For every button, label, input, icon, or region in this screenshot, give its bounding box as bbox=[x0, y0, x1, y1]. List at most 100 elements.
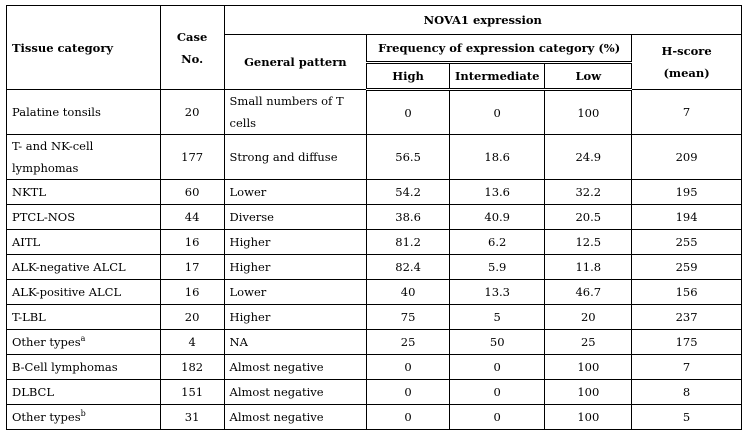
cell-intermediate: 13.6 bbox=[448, 179, 546, 205]
cell-case-no-text: 20 bbox=[184, 105, 200, 119]
cell-low: 20 bbox=[544, 304, 633, 330]
cell-intermediate-text: 13.3 bbox=[484, 285, 510, 299]
cell-intermediate-text: 13.6 bbox=[484, 185, 510, 199]
cell-case-no-text: 16 bbox=[184, 285, 200, 299]
cell-high: 0 bbox=[366, 404, 450, 430]
cell-hscore-text: 5 bbox=[682, 410, 691, 424]
cell-intermediate: 13.3 bbox=[448, 279, 546, 305]
cell-general-pattern: Diverse bbox=[223, 204, 368, 230]
cell-tissue-category-text: Palatine tonsils bbox=[12, 105, 101, 119]
header-tissue-category: Tissue category bbox=[6, 5, 161, 90]
cell-high-text: 82.4 bbox=[395, 260, 421, 274]
cell-high: 40 bbox=[366, 279, 450, 305]
cell-case-no: 177 bbox=[159, 134, 225, 180]
cell-case-no-text: 60 bbox=[184, 185, 200, 199]
cell-case-no-text: 4 bbox=[188, 335, 196, 349]
cell-high: 54.2 bbox=[366, 179, 450, 205]
cell-general-pattern-text: Almost negative bbox=[229, 385, 324, 399]
cell-general-pattern: Almost negative bbox=[223, 354, 368, 380]
header-frequency: Frequency of expression category (%) bbox=[366, 34, 633, 64]
cell-low-text: 100 bbox=[577, 385, 600, 399]
cell-high-text: 56.5 bbox=[395, 150, 421, 164]
cell-case-no-text: 44 bbox=[184, 210, 200, 224]
cell-tissue-category-text: AITL bbox=[12, 235, 41, 249]
cell-intermediate: 50 bbox=[448, 329, 546, 355]
cell-case-no-text: 20 bbox=[184, 310, 200, 324]
cell-low: 25 bbox=[544, 329, 633, 355]
cell-hscore: 255 bbox=[631, 229, 742, 255]
cell-low: 12.5 bbox=[544, 229, 633, 255]
cell-intermediate: 5.9 bbox=[448, 254, 546, 280]
cell-high: 81.2 bbox=[366, 229, 450, 255]
cell-case-no: 31 bbox=[159, 404, 225, 430]
cell-intermediate-text: 50 bbox=[489, 335, 505, 349]
cell-hscore: 7 bbox=[631, 354, 742, 380]
cell-general-pattern: Higher bbox=[223, 229, 368, 255]
cell-case-no: 20 bbox=[159, 89, 225, 135]
cell-intermediate: 0 bbox=[448, 379, 546, 405]
cell-hscore-text: 7 bbox=[682, 105, 691, 119]
cell-case-no-text: 182 bbox=[181, 360, 204, 374]
cell-low: 100 bbox=[544, 89, 633, 135]
cell-intermediate-text: 18.6 bbox=[484, 150, 510, 164]
cell-tissue-category-text: NKTL bbox=[12, 185, 46, 199]
cell-general-pattern-text: Higher bbox=[229, 310, 271, 324]
cell-high-text: 0 bbox=[404, 410, 412, 424]
cell-low-text: 100 bbox=[577, 410, 600, 424]
cell-tissue-category: T-LBL bbox=[6, 304, 161, 330]
cell-tissue-category-text: T-LBL bbox=[12, 310, 46, 324]
cell-general-pattern: NA bbox=[223, 329, 368, 355]
cell-high: 38.6 bbox=[366, 204, 450, 230]
cell-hscore: 156 bbox=[631, 279, 742, 305]
cell-hscore-text: 156 bbox=[675, 285, 698, 299]
cell-high-text: 54.2 bbox=[395, 185, 421, 199]
cell-tissue-category: NKTL bbox=[6, 179, 161, 205]
cell-high: 56.5 bbox=[366, 134, 450, 180]
cell-hscore-text: 259 bbox=[675, 260, 698, 274]
cell-tissue-category-text: Other types bbox=[12, 410, 81, 424]
cell-tissue-category-text: ALK-positive ALCL bbox=[12, 285, 122, 299]
header-intermediate: Intermediate bbox=[448, 62, 546, 91]
cell-low: 100 bbox=[544, 354, 633, 380]
table-row: Other typesa 4 NA 25 50 25 175 bbox=[6, 329, 742, 355]
cell-general-pattern-text: NA bbox=[229, 335, 248, 349]
cell-low-text: 100 bbox=[577, 105, 600, 120]
footnote-marker: a bbox=[80, 334, 86, 344]
cell-general-pattern-text: Lower bbox=[229, 285, 267, 299]
table-row: PTCL-NOS 44 Diverse 38.6 40.9 20.5 194 bbox=[6, 204, 742, 230]
cell-low-text: 25 bbox=[580, 335, 596, 349]
cell-general-pattern: Higher bbox=[223, 304, 368, 330]
table-row: B-Cell lymphomas 182 Almost negative 0 0 100 7 bbox=[6, 354, 742, 380]
cell-hscore-text: 8 bbox=[682, 385, 691, 399]
footnote-marker: b bbox=[80, 409, 86, 419]
table-row: Palatine tonsils 20 Small numbers of T cel… bbox=[6, 89, 742, 135]
cell-hscore-text: 7 bbox=[682, 360, 691, 374]
cell-case-no: 182 bbox=[159, 354, 225, 380]
cell-high-text: 40 bbox=[400, 285, 416, 299]
cell-intermediate-text: 0 bbox=[493, 410, 501, 424]
header-low: Low bbox=[544, 62, 633, 91]
cell-low: 24.9 bbox=[544, 134, 633, 180]
cell-tissue-category-text: B-Cell lymphomas bbox=[12, 360, 118, 374]
cell-high: 0 bbox=[366, 89, 450, 135]
table-row: T-LBL 20 Higher 75 5 20 237 bbox=[6, 304, 742, 330]
cell-tissue-category: Other typesb bbox=[6, 404, 161, 430]
cell-hscore: 175 bbox=[631, 329, 742, 355]
cell-tissue-category-text: PTCL-NOS bbox=[12, 210, 76, 224]
cell-intermediate: 18.6 bbox=[448, 134, 546, 180]
cell-high-text: 0 bbox=[404, 385, 412, 399]
cell-case-no: 4 bbox=[159, 329, 225, 355]
cell-hscore-text: 237 bbox=[675, 310, 698, 324]
cell-high-text: 38.6 bbox=[395, 210, 421, 224]
cell-high: 75 bbox=[366, 304, 450, 330]
cell-general-pattern-text: Small numbers of T cells bbox=[229, 94, 344, 130]
cell-hscore: 5 bbox=[631, 404, 742, 430]
cell-case-no-text: 31 bbox=[184, 410, 200, 424]
cell-case-no: 151 bbox=[159, 379, 225, 405]
cell-general-pattern-text: Higher bbox=[229, 235, 271, 249]
cell-low: 32.2 bbox=[544, 179, 633, 205]
cell-low-text: 46.7 bbox=[575, 285, 602, 299]
cell-case-no: 44 bbox=[159, 204, 225, 230]
cell-tissue-category-text: ALK-negative ALCL bbox=[12, 260, 126, 274]
cell-general-pattern: Lower bbox=[223, 279, 368, 305]
